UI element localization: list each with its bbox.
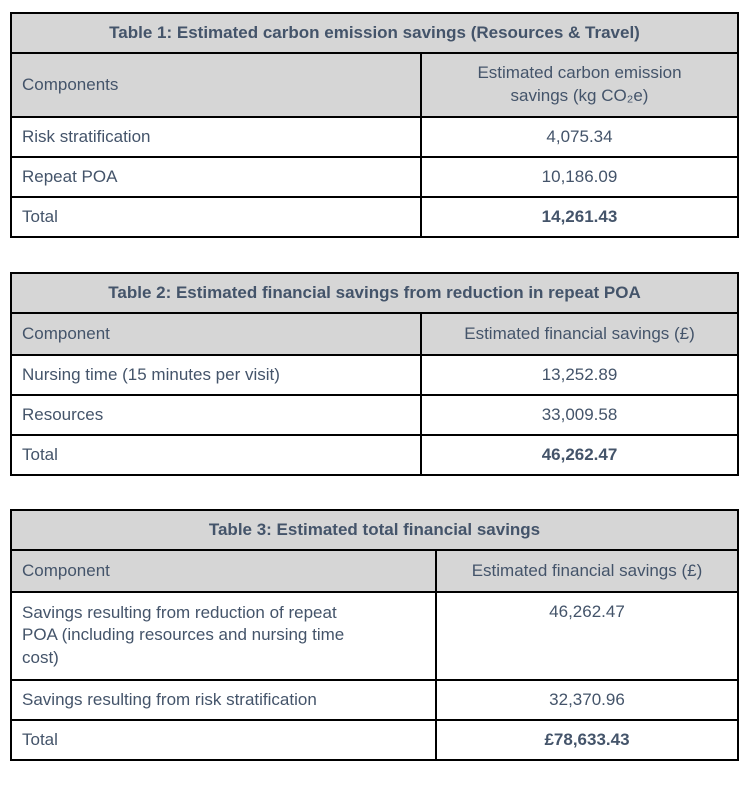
total-label: Total	[10, 434, 422, 476]
table-3-total-financial-savings: Table 3: Estimated total financial savin…	[10, 509, 739, 761]
table-row: Risk stratification 4,075.34	[10, 116, 739, 158]
total-label: Total	[10, 719, 437, 761]
table-total-row: Total 14,261.43	[10, 196, 739, 238]
table-total-row: Total 46,262.47	[10, 434, 740, 476]
row-value: 33,009.58	[419, 394, 740, 436]
table-3-title: Table 3: Estimated total financial savin…	[10, 509, 739, 551]
row-value: 10,186.09	[420, 156, 739, 198]
table-2-column-header-component: Component	[10, 312, 422, 356]
table-3-title-row: Table 3: Estimated total financial savin…	[10, 509, 739, 551]
table-2-header-row: Component Estimated financial savings (£…	[10, 312, 740, 356]
table-1-title: Table 1: Estimated carbon emission savin…	[10, 12, 739, 54]
row-label: Resources	[10, 394, 422, 436]
table-1-column-header-savings: Estimated carbon emission savings (kg CO…	[420, 52, 739, 118]
row-value: 32,370.96	[435, 679, 739, 721]
row-value: 46,262.47	[435, 591, 739, 681]
table-1-header-row: Components Estimated carbon emission sav…	[10, 52, 739, 118]
table-2-title-row: Table 2: Estimated financial savings fro…	[9, 272, 740, 314]
row-value: 13,252.89	[419, 354, 740, 396]
table-3-column-header-savings: Estimated financial savings (£)	[435, 549, 739, 593]
row-label: Nursing time (15 minutes per visit)	[10, 354, 422, 396]
total-label: Total	[10, 196, 422, 238]
table-1-title-row: Table 1: Estimated carbon emission savin…	[10, 12, 739, 54]
table-3-header-row: Component Estimated financial savings (£…	[10, 549, 739, 593]
table-row: Resources 33,009.58	[10, 394, 740, 436]
row-label: Repeat POA	[10, 156, 422, 198]
table-3-column-header-component: Component	[10, 549, 437, 593]
table-row: Savings resulting from reduction of repe…	[10, 591, 739, 681]
document-page: Table 1: Estimated carbon emission savin…	[9, 12, 740, 761]
row-value: 4,075.34	[420, 116, 739, 158]
total-value: £78,633.43	[435, 719, 739, 761]
table-row: Savings resulting from risk stratificati…	[10, 679, 739, 721]
row-label: Savings resulting from reduction of repe…	[10, 591, 437, 681]
table-1-carbon-emission-savings: Table 1: Estimated carbon emission savin…	[10, 12, 739, 238]
row-label: Savings resulting from risk stratificati…	[10, 679, 437, 721]
table-1-column-header-savings-text: Estimated carbon emission savings (kg CO…	[477, 63, 682, 105]
row-label: Risk stratification	[10, 116, 422, 158]
table-2-title: Table 2: Estimated financial savings fro…	[9, 272, 740, 314]
table-row: Nursing time (15 minutes per visit) 13,2…	[10, 354, 740, 396]
table-row: Repeat POA 10,186.09	[10, 156, 739, 198]
row-label-text: Savings resulting from reduction of repe…	[22, 603, 345, 667]
table-2-financial-savings-repeat-poa: Table 2: Estimated financial savings fro…	[9, 272, 740, 476]
table-1-column-header-components: Components	[10, 52, 422, 118]
table-2-column-header-savings: Estimated financial savings (£)	[419, 312, 740, 356]
table-total-row: Total £78,633.43	[10, 719, 739, 761]
total-value: 14,261.43	[420, 196, 739, 238]
total-value: 46,262.47	[419, 434, 740, 476]
